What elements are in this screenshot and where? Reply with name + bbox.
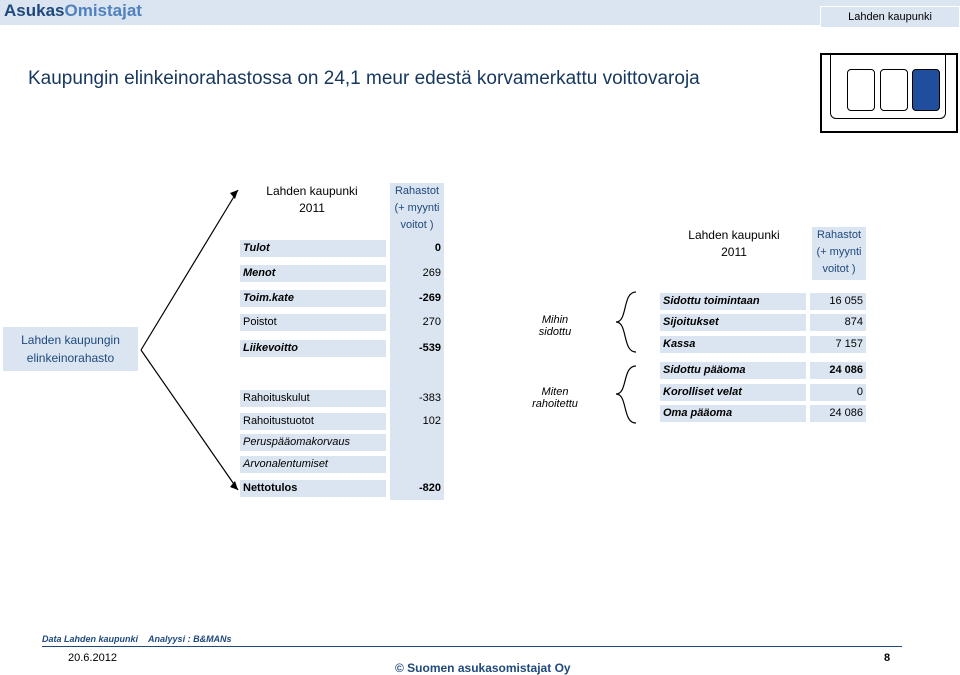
page-title: Kaupungin elinkeinorahastossa on 24,1 me… bbox=[28, 68, 700, 89]
right-row-label: Sidottu toimintaan bbox=[660, 293, 806, 310]
side-label-line2: elinkeinorahasto bbox=[26, 351, 115, 365]
left-row-value: -269 bbox=[418, 292, 441, 304]
left-col2-header: Rahastot (+ myynti voitot ) bbox=[390, 183, 444, 236]
right-row-value: 16 055 bbox=[810, 293, 866, 310]
right-row-label: Sidottu pääoma bbox=[660, 362, 806, 379]
right-col2-header: Rahastot (+ myynti voitot ) bbox=[812, 227, 866, 280]
right-row-value: 24 086 bbox=[810, 362, 866, 379]
right-row-label: Kassa bbox=[660, 336, 806, 353]
left-row-value: 270 bbox=[422, 316, 441, 328]
city-tag: Lahden kaupunki bbox=[820, 6, 960, 28]
left-row-value: 0 bbox=[434, 242, 441, 254]
left-row-value: -539 bbox=[418, 342, 441, 354]
right-row-value: 7 157 bbox=[810, 336, 866, 353]
logo: AsukasOmistajat bbox=[4, 0, 142, 22]
top-bar bbox=[0, 0, 960, 25]
layout-thumbnail-icon bbox=[820, 53, 958, 133]
left-row-value: 102 bbox=[422, 415, 441, 427]
footer-date: 20.6.2012 bbox=[68, 652, 117, 664]
right-row-value: 24 086 bbox=[810, 405, 866, 422]
side-label-line1: Lahden kaupungin bbox=[21, 333, 120, 347]
footer-divider bbox=[42, 646, 902, 647]
right-row-label: Korolliset velat bbox=[660, 384, 806, 401]
left-row-label: Liikevoitto bbox=[240, 340, 386, 357]
left-row-label: Rahoituskulut bbox=[240, 390, 386, 407]
left-row-label: Rahoitustuotot bbox=[240, 413, 386, 430]
side-label: Lahden kaupungin elinkeinorahasto bbox=[3, 327, 138, 371]
logo-part2: Omistajat bbox=[64, 1, 142, 20]
footer-source: Data Lahden kaupunki Analyysi : B&MANs bbox=[42, 634, 232, 644]
left-row-label: Arvonalentumiset bbox=[240, 456, 386, 473]
left-row-value: 269 bbox=[422, 267, 441, 279]
right-row-label: Sijoitukset bbox=[660, 314, 806, 331]
right-row-value: 0 bbox=[810, 384, 866, 401]
question-mihin-sidottu: Mihin sidottu bbox=[538, 314, 572, 338]
left-row-label: Tulot bbox=[240, 240, 386, 257]
left-row-label: Menot bbox=[240, 265, 386, 282]
left-row-value: -820 bbox=[418, 482, 441, 494]
question-miten-rahoitettu: Miten rahoitettu bbox=[532, 386, 578, 410]
right-row-value: 874 bbox=[810, 314, 866, 331]
left-value-column bbox=[390, 236, 444, 500]
footer-copyright: © Suomen asukasomistajat Oy bbox=[395, 661, 571, 675]
left-row-label: Peruspääomakorvaus bbox=[240, 434, 386, 451]
left-col1-header: Lahden kaupunki 2011 bbox=[266, 184, 358, 215]
left-row-label: Nettotulos bbox=[240, 480, 386, 497]
logo-part1: Asukas bbox=[4, 1, 65, 20]
left-row-label: Toim.kate bbox=[240, 290, 386, 307]
right-row-label: Oma pääoma bbox=[660, 405, 806, 422]
page-number: 8 bbox=[884, 652, 891, 664]
left-row-label: Poistot bbox=[240, 314, 386, 331]
left-row-value: -383 bbox=[418, 392, 441, 404]
right-col1-header: Lahden kaupunki 2011 bbox=[688, 228, 780, 259]
